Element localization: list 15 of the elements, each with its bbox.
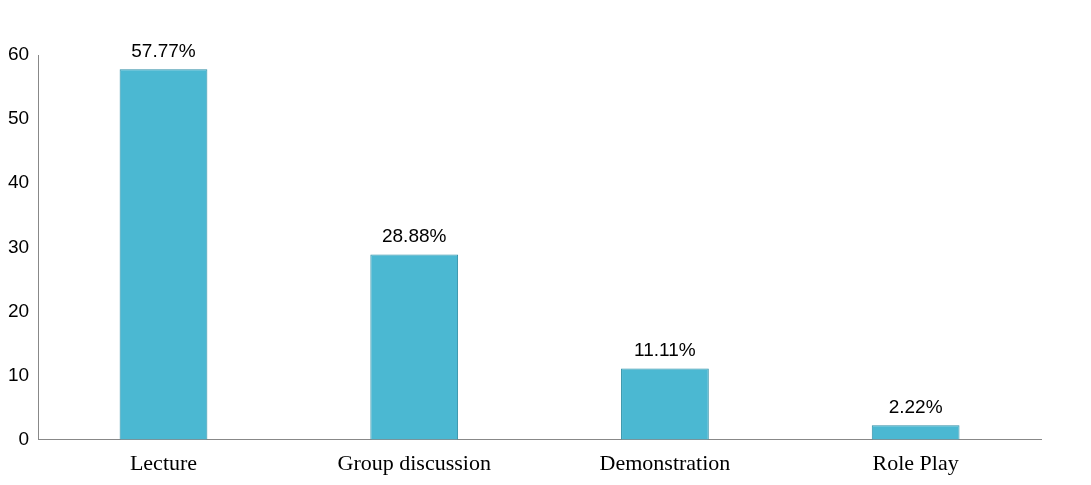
x-tick-label: Group discussion — [337, 449, 491, 475]
y-tick-label: 20 — [7, 299, 30, 321]
y-tick-label: 60 — [7, 43, 30, 65]
x-tick-label: Lecture — [129, 449, 198, 475]
data-label: 11.11% — [634, 339, 696, 361]
y-tick-label: 0 — [18, 427, 30, 449]
data-label: 57.77% — [131, 40, 196, 62]
y-tick-label: 40 — [7, 171, 30, 193]
x-tick-label: Role Play — [872, 449, 959, 475]
data-label: 2.22% — [888, 396, 943, 418]
y-tick-label: 50 — [7, 107, 30, 129]
y-tick-label: 30 — [7, 235, 30, 257]
data-label: 28.88% — [381, 225, 447, 247]
y-tick-label: 10 — [7, 363, 30, 385]
x-tick-label: Demonstration — [599, 449, 731, 475]
